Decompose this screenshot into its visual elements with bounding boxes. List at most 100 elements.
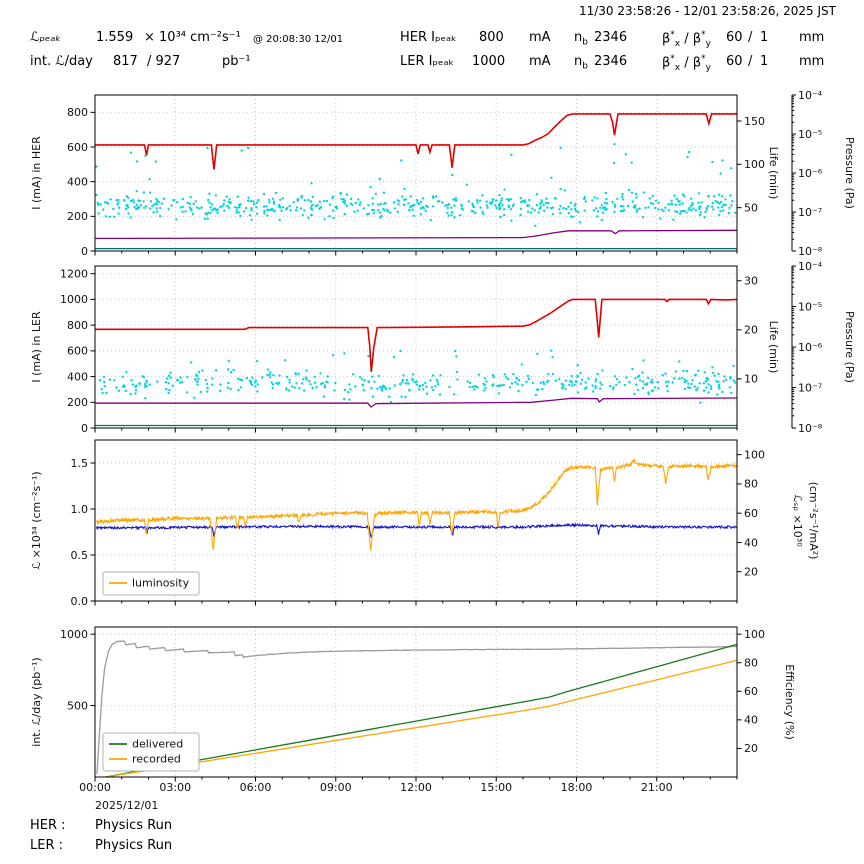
her-ipeak-unit: mA bbox=[529, 30, 551, 45]
svg-text:1.5: 1.5 bbox=[71, 457, 89, 470]
svg-text:20: 20 bbox=[744, 324, 758, 337]
svg-text:Pressure (Pa): Pressure (Pa) bbox=[843, 311, 856, 383]
chart-lum-grid bbox=[95, 440, 737, 601]
svg-text:Efficiency (%): Efficiency (%) bbox=[783, 664, 796, 740]
svg-text:(cm⁻²s⁻¹/mA²): (cm⁻²s⁻¹/mA²) bbox=[807, 482, 820, 560]
svg-text:80: 80 bbox=[744, 657, 758, 670]
svg-text:Life (min): Life (min) bbox=[767, 321, 780, 374]
svg-text:03:00: 03:00 bbox=[159, 781, 191, 794]
ler-nb-label: nb bbox=[574, 54, 588, 72]
svg-text:10⁻⁵: 10⁻⁵ bbox=[798, 128, 822, 141]
ler-ipeak-unit: mA bbox=[529, 54, 551, 69]
ler-beta-slash: / bbox=[748, 54, 753, 69]
lum-peak-scale: × 10³⁴ cm⁻²s⁻¹ bbox=[144, 30, 241, 45]
chart-lum: 0.0 0.5 1.0 1.5 ℒ ×10³⁴ (cm⁻²s⁻¹) 20 40 60 80 100… bbox=[30, 439, 820, 606]
ler-current-line bbox=[95, 298, 738, 372]
her-run-key: HER : bbox=[30, 818, 66, 833]
ler-life-scatter bbox=[98, 349, 737, 404]
date-range: 11/30 23:58:26 - 12/01 23:58:26, 2025 JS… bbox=[578, 4, 836, 18]
chart-ler: 0 200 400 600 800 1000 1200 I (mA) in LER 10 20 30… bbox=[30, 260, 856, 434]
her-beta-y-value: 1 bbox=[760, 30, 769, 45]
chart-int: 00:00 03:00 06:00 09:00 12:00 15:00 18:00 21:00… bbox=[30, 626, 796, 812]
svg-text:int. ℒ/day (pb⁻¹): int. ℒ/day (pb⁻¹) bbox=[30, 657, 43, 746]
svg-text:I (mA) in LER: I (mA) in LER bbox=[30, 311, 43, 383]
her-beta-x-value: 60 bbox=[726, 30, 743, 45]
svg-text:00:00: 00:00 bbox=[79, 781, 111, 794]
svg-text:800: 800 bbox=[67, 106, 88, 119]
svg-text:100: 100 bbox=[744, 628, 765, 641]
efficiency-line bbox=[96, 640, 738, 775]
svg-text:0: 0 bbox=[81, 245, 88, 258]
svg-text:500: 500 bbox=[67, 699, 88, 712]
svg-text:200: 200 bbox=[67, 396, 88, 409]
svg-text:10⁻⁴: 10⁻⁴ bbox=[798, 260, 823, 273]
svg-text:100: 100 bbox=[744, 448, 765, 461]
svg-text:40: 40 bbox=[744, 714, 758, 727]
svg-text:Life (min): Life (min) bbox=[767, 147, 780, 200]
ler-beta-y-value: 1 bbox=[760, 54, 769, 69]
chart-lum-tick-labels: 0.0 0.5 1.0 1.5 ℒ ×10³⁴ (cm⁻²s⁻¹) 20 40 60 80 100… bbox=[30, 448, 820, 606]
luminosity-line bbox=[95, 457, 738, 551]
svg-text:60: 60 bbox=[744, 507, 758, 520]
chart-ler-tick-labels: 0 200 400 600 800 1000 1200 I (mA) in LER 10 20 30… bbox=[30, 260, 856, 434]
svg-text:80: 80 bbox=[744, 478, 758, 491]
svg-text:10⁻⁷: 10⁻⁷ bbox=[798, 381, 822, 394]
svg-text:ℒ ×10³⁴ (cm⁻²s⁻¹): ℒ ×10³⁴ (cm⁻²s⁻¹) bbox=[30, 471, 43, 569]
svg-text:10⁻⁵: 10⁻⁵ bbox=[798, 300, 822, 313]
her-pressure-line bbox=[94, 229, 738, 240]
ler-ipeak-value: 1000 bbox=[472, 54, 506, 69]
her-nb-label: nb bbox=[574, 30, 588, 48]
svg-text:21:00: 21:00 bbox=[641, 781, 673, 794]
ler-run-value: Physics Run bbox=[95, 838, 173, 853]
svg-text:10: 10 bbox=[744, 373, 758, 386]
svg-text:delivered: delivered bbox=[132, 738, 183, 751]
svg-text:12:00: 12:00 bbox=[400, 781, 432, 794]
svg-text:06:00: 06:00 bbox=[240, 781, 272, 794]
chart-her-ticks bbox=[90, 94, 796, 256]
svg-text:600: 600 bbox=[67, 345, 88, 358]
chart-lum-legend: luminosity bbox=[102, 571, 200, 596]
her-current-line bbox=[95, 113, 737, 170]
her-ipeak-label: HER Iₚₑₐₖ bbox=[400, 30, 457, 45]
svg-text:600: 600 bbox=[67, 141, 88, 154]
int-lum-total: / 927 bbox=[147, 54, 181, 69]
ler-pressure-line bbox=[95, 397, 738, 408]
svg-text:60: 60 bbox=[744, 685, 758, 698]
svg-text:1000: 1000 bbox=[60, 628, 88, 641]
her-ipeak-value: 800 bbox=[479, 30, 504, 45]
chart-lum-ticks bbox=[90, 454, 742, 606]
svg-text:18:00: 18:00 bbox=[561, 781, 593, 794]
ler-beta-unit: mm bbox=[799, 54, 825, 69]
her-run-value: Physics Run bbox=[95, 818, 173, 833]
svg-text:recorded: recorded bbox=[132, 753, 181, 766]
svg-text:50: 50 bbox=[744, 201, 758, 214]
svg-text:20: 20 bbox=[744, 742, 758, 755]
svg-text:10⁻⁸: 10⁻⁸ bbox=[798, 245, 823, 258]
int-lum-unit: pb⁻¹ bbox=[222, 54, 251, 69]
svg-text:Pressure (Pa): Pressure (Pa) bbox=[843, 137, 856, 209]
svg-text:150: 150 bbox=[744, 115, 765, 128]
svg-text:0: 0 bbox=[81, 422, 88, 434]
int-lum-value: 817 bbox=[113, 54, 138, 69]
chart-int-legend: delivered recorded bbox=[102, 732, 200, 772]
svg-text:200: 200 bbox=[67, 210, 88, 223]
chart-her-tick-labels: 0 200 400 600 800 I (mA) in HER 50 100 150 Life (… bbox=[30, 89, 856, 258]
svg-text:10⁻⁴: 10⁻⁴ bbox=[798, 89, 823, 102]
ler-beta-x-value: 60 bbox=[726, 54, 743, 69]
svg-text:10⁻⁷: 10⁻⁷ bbox=[798, 206, 822, 219]
svg-text:10⁻⁸: 10⁻⁸ bbox=[798, 422, 823, 434]
delivered-line bbox=[105, 643, 738, 778]
chart-ler-ticks bbox=[90, 265, 796, 433]
chart-int-ticks bbox=[90, 633, 742, 782]
her-nb-value: 2346 bbox=[594, 30, 628, 45]
svg-text:20: 20 bbox=[744, 566, 758, 579]
svg-text:15:00: 15:00 bbox=[480, 781, 512, 794]
chart-her: 0 200 400 600 800 I (mA) in HER 50 100 150 Life (… bbox=[30, 89, 856, 258]
her-beta-unit: mm bbox=[799, 30, 825, 45]
ler-ipeak-label: LER Iₚₑₐₖ bbox=[400, 54, 455, 69]
lum-peak-value: 1.559 bbox=[96, 30, 134, 45]
chart-int-tick-labels: 00:00 03:00 06:00 09:00 12:00 15:00 18:00 21:00… bbox=[30, 628, 796, 812]
svg-text:800: 800 bbox=[67, 319, 88, 332]
svg-text:400: 400 bbox=[67, 370, 88, 383]
